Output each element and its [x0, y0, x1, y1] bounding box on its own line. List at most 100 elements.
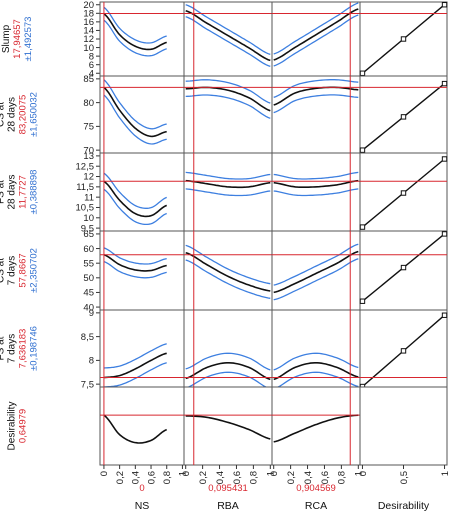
- ci-upper-line: [273, 171, 359, 180]
- x-tick-label: 0: [269, 471, 280, 476]
- y-tick-label: 80: [83, 98, 94, 109]
- panel-frame: [183, 386, 273, 466]
- response-ci: ±0,388898: [29, 170, 40, 215]
- ci-upper-line: [185, 4, 271, 56]
- response-row-3: FS at 28 days 11,7727 ±0,3888989,51010,5111…: [0, 151, 448, 234]
- ci-lower-line: [103, 260, 167, 279]
- panel-r4-c2: [183, 230, 273, 311]
- y-tick-label: 10: [83, 213, 94, 224]
- prediction-line: [273, 86, 359, 106]
- ci-upper-line: [273, 79, 359, 99]
- response-value: 7,636183: [18, 329, 29, 369]
- desirability-handle: [359, 224, 366, 230]
- row-label-line: CS at: [0, 258, 7, 283]
- panel-r3-c2: [183, 152, 273, 232]
- response-row-2: CS at 28 days 83,20075 ±1,650032 70 75 80 85: [0, 74, 448, 156]
- desirability-handle: [359, 147, 366, 153]
- row-label-group: CS at 7 days 57,8667 ±2,350702: [0, 248, 40, 293]
- desirability-handle: [441, 156, 448, 162]
- ci-lower-line: [103, 94, 167, 145]
- desirability-handle: [400, 348, 407, 354]
- panel-r4-c4: [359, 230, 448, 311]
- response-row-6: Desirability 0,64979: [7, 386, 448, 466]
- response-ci: ±0,198746: [29, 326, 40, 371]
- y-tick-label: 16: [83, 17, 94, 28]
- prediction-line: [273, 250, 359, 294]
- panel-frame: [183, 152, 273, 232]
- x-tick-label: 1: [266, 471, 277, 476]
- desirability-handle: [400, 36, 407, 42]
- ci-lower-line: [273, 14, 359, 67]
- panel-r3-c3: [271, 152, 361, 232]
- panel-r1-c2: [183, 1, 273, 77]
- y-tick-label: 75: [83, 122, 94, 133]
- ci-upper-line: [103, 172, 167, 209]
- y-tick-label: 10,5: [76, 203, 95, 214]
- y-tick-label: 50: [83, 273, 94, 284]
- prediction-line: [273, 362, 359, 381]
- ci-upper-line: [185, 352, 271, 371]
- x-tick-label: 0: [99, 471, 110, 476]
- row-label-line: 7 days: [7, 256, 18, 285]
- ci-upper-line: [103, 6, 167, 44]
- panel-frame: [271, 309, 361, 388]
- panel-r6-c3: [271, 386, 361, 466]
- y-tick-label: 18: [83, 9, 94, 20]
- response-row-4: CS at 7 days 57,8667 ±2,350702 40 45 50 55 60 65: [0, 229, 448, 313]
- factor-current-value: 0: [139, 483, 144, 494]
- response-ci: ±1,650032: [29, 92, 40, 137]
- ci-upper-line: [103, 79, 167, 130]
- y-tick-label: 12: [83, 34, 94, 45]
- x-tick-label: 0: [358, 471, 369, 476]
- x-tick-label: 1: [440, 471, 451, 476]
- y-tick-label: 11,5: [76, 182, 94, 193]
- desirability-handle: [359, 70, 366, 76]
- response-value: 83,20075: [18, 95, 29, 135]
- row-label-line: FS at: [0, 180, 7, 204]
- panel-r3-c4: [359, 152, 448, 232]
- panel-frame: [271, 1, 361, 77]
- x-tick-label: 0,4: [215, 471, 226, 484]
- y-tick-label: 6: [89, 60, 94, 71]
- row-label-line: 28 days: [7, 97, 18, 132]
- y-tick-label: 55: [83, 258, 94, 269]
- ci-lower-line: [103, 362, 167, 388]
- prediction-line: [185, 415, 271, 440]
- row-label-group: FS at 7 days 7,636183 ±0,198746: [0, 326, 40, 371]
- y-tick-label: 8: [89, 51, 94, 62]
- panel-r6-c4: [359, 386, 448, 466]
- ci-lower-line: [185, 259, 271, 299]
- ci-upper-line: [185, 79, 271, 104]
- x-tick-label: 0,6: [146, 471, 157, 484]
- panel-r4-c3: [271, 230, 361, 311]
- y-tick-label: 45: [83, 288, 94, 299]
- ci-lower-line: [185, 371, 271, 390]
- ci-lower-line: [185, 188, 271, 197]
- x-tick-label: 0,6: [320, 471, 331, 484]
- ci-upper-line: [273, 243, 359, 286]
- row-label-line: 7 days: [7, 334, 18, 363]
- panel-r3-c1: [99, 152, 185, 232]
- row-label-line: Slump: [1, 24, 12, 53]
- x-tick-label: 0,2: [286, 471, 297, 484]
- row-label-line: FS at: [0, 336, 7, 360]
- panel-frame: [271, 152, 361, 232]
- panel-r2-c2: [183, 75, 273, 154]
- row-label-line: 28 days: [7, 174, 18, 209]
- y-tick-label: 70: [83, 145, 94, 156]
- factor-name: RBA: [217, 500, 239, 512]
- row-label-line: CS at: [0, 102, 7, 127]
- prediction-line: [273, 414, 359, 443]
- x-tick-label: 0,8: [162, 471, 173, 484]
- y-tick-label: 14: [83, 26, 94, 37]
- prediction-line: [103, 180, 168, 218]
- desirability-handle: [441, 312, 448, 318]
- prediction-line: [185, 9, 271, 62]
- y-tick-label: 65: [83, 229, 94, 240]
- prediction-line: [185, 362, 271, 381]
- panel-r2-c3: [271, 75, 361, 154]
- prediction-line: [273, 179, 359, 188]
- desirability-handle: [359, 298, 366, 304]
- desirability-handle: [441, 231, 448, 237]
